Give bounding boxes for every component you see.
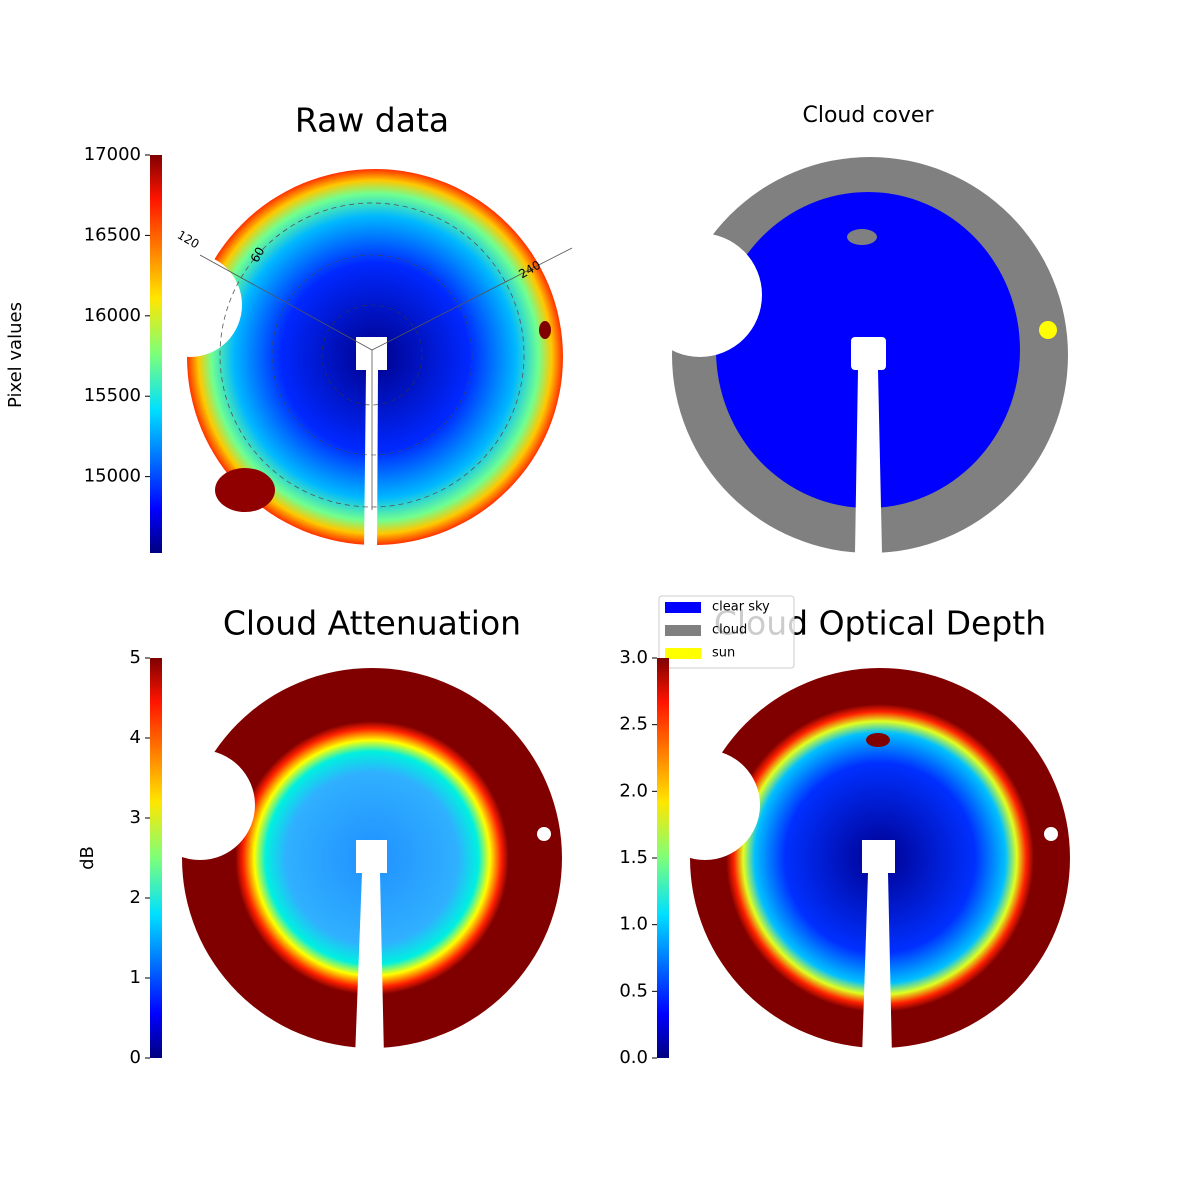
colorbar: [657, 658, 669, 1058]
optical-depth-image: [650, 668, 1070, 1058]
colorbar-tick-label: 16500: [84, 224, 141, 245]
raw-image: [138, 169, 573, 553]
colorbar-tick-label: 2.0: [619, 780, 648, 801]
colorbar-tick-label: 5: [130, 647, 141, 668]
polar-label: 120: [175, 228, 202, 252]
legend: clear sky cloud sun: [658, 595, 795, 669]
title: Cloud cover: [803, 103, 935, 128]
colorbar-label: Pixel values: [5, 302, 26, 408]
colorbar-tick-label: 15500: [84, 385, 141, 406]
colorbar-tick-label: 1.0: [619, 914, 648, 935]
colorbar-tick-label: 3.0: [619, 647, 648, 668]
polar-label: 60: [248, 245, 268, 265]
cloud-cover-image: [638, 157, 1068, 553]
colorbar-tick-label: 4: [130, 727, 141, 748]
colorbar-tick-label: 2.5: [619, 714, 648, 735]
attenuation-image: [145, 668, 562, 1058]
colorbar-tick-label: 0.5: [619, 980, 648, 1001]
colorbar-tick-label: 0: [130, 1047, 141, 1068]
legend-swatch: [665, 625, 701, 636]
legend-label: clear sky: [712, 600, 770, 615]
colorbar-tick-label: 3: [130, 807, 141, 828]
colorbar-tick-label: 17000: [84, 144, 141, 165]
colorbar-tick-label: 16000: [84, 305, 141, 326]
title: Raw data: [295, 101, 449, 140]
title: Cloud Attenuation: [223, 604, 521, 643]
colorbar-tick-label: 2: [130, 887, 141, 908]
legend-label: sun: [712, 646, 735, 661]
legend-label: cloud: [712, 623, 747, 638]
colorbar: [150, 155, 162, 553]
colorbar-tick-label: 15000: [84, 466, 141, 487]
legend-swatch: [665, 602, 701, 613]
colorbar-tick-label: 1.5: [619, 847, 648, 868]
colorbar-tick-label: 1: [130, 967, 141, 988]
legend-swatch: [665, 648, 701, 659]
colorbar-tick-label: 0.0: [619, 1047, 648, 1068]
colorbar-label: dB: [77, 846, 98, 870]
colorbar: [150, 658, 162, 1058]
sun-marker: [1039, 321, 1057, 339]
